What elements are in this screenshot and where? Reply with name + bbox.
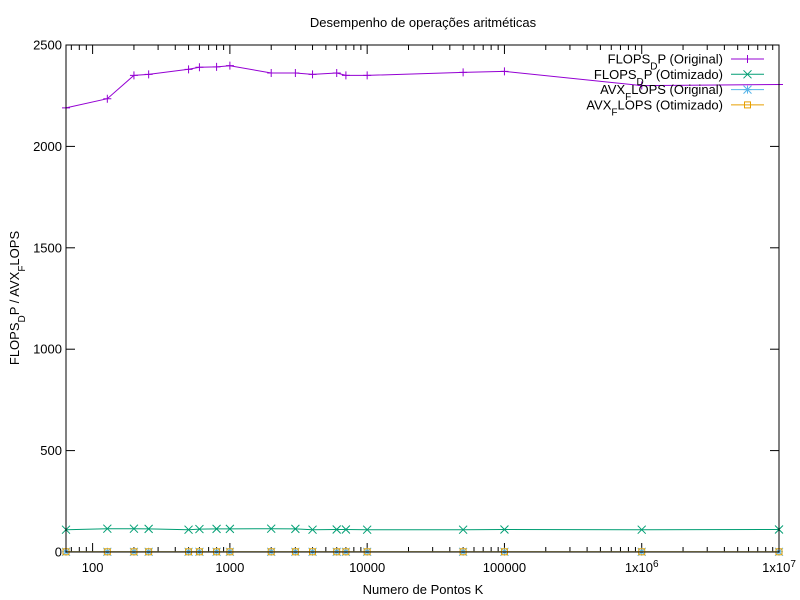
chart-title: Desempenho de operações aritméticas <box>310 15 537 30</box>
data-point-cross <box>743 69 752 79</box>
legend-label: AVXFLOPS (Original) <box>600 82 723 103</box>
series-layer <box>61 61 784 557</box>
data-point-plus <box>637 81 646 90</box>
data-point-cross <box>362 525 372 535</box>
data-point-plus <box>225 61 234 70</box>
data-point-plus <box>184 65 193 74</box>
data-point-cross <box>332 525 342 534</box>
x-axis-label: Numero de Pontos K <box>363 582 484 597</box>
data-point-plus <box>500 67 509 76</box>
legend-item: FLOPSDP (Original) <box>608 52 764 73</box>
data-point-cross <box>341 525 351 534</box>
legend: FLOPSDP (Original)FLOPSDP (Otimizado)AVX… <box>586 52 764 118</box>
data-point-plus <box>363 71 372 80</box>
axis-ticks: 0 500 1000 1500 2000 2500 100 1000 10000 100000 1x… <box>33 38 796 576</box>
data-point-star <box>743 85 752 94</box>
series-2 <box>61 524 784 535</box>
y-axis-label-text: FLOPSDP / AVXFLOPS <box>7 231 28 366</box>
data-point-cross <box>144 524 154 534</box>
legend-label: FLOPSDP (Otimizado) <box>594 67 723 88</box>
plot-frame <box>65 44 780 553</box>
data-point-plus <box>308 70 317 79</box>
data-point-plus <box>332 68 341 77</box>
legend-item: FLOPSDP (Otimizado) <box>594 67 764 88</box>
data-point-plus <box>459 68 468 77</box>
data-point-cross <box>458 525 468 535</box>
data-point-cross <box>308 525 317 535</box>
data-point-plus <box>291 68 300 77</box>
data-point-cross <box>266 524 276 534</box>
legend-item: AVXFLOPS (Otimizado) <box>586 97 764 118</box>
x-tick-label: 100 <box>82 560 104 575</box>
data-point-plus <box>195 63 204 72</box>
data-point-plus <box>129 71 138 80</box>
x-tick-label: 1x106 <box>625 559 659 576</box>
data-point-cross <box>500 525 509 534</box>
y-tick-label: 1000 <box>33 342 62 357</box>
legend-label: AVXFLOPS (Otimizado) <box>586 97 723 118</box>
data-point-plus <box>267 68 276 77</box>
x-tick-label: 1x107 <box>762 559 796 576</box>
series-1 <box>62 61 783 112</box>
data-point-cross <box>225 524 235 534</box>
data-point-plus <box>103 94 112 103</box>
data-point-plus <box>212 62 221 71</box>
data-point-plus <box>341 71 350 80</box>
x-tick-label: 10000 <box>349 560 385 575</box>
data-point-cross <box>102 524 112 534</box>
y-tick-label: 500 <box>40 443 62 458</box>
y-tick-label: 2500 <box>33 38 62 53</box>
y-tick-label: 1500 <box>33 240 62 255</box>
data-point-cross <box>184 525 193 535</box>
y-tick-label: 0 <box>55 545 62 560</box>
legend-item: AVXFLOPS (Original) <box>600 82 764 103</box>
x-tick-label: 1000 <box>215 560 244 575</box>
y-axis-label: FLOPSDP / AVXFLOPS <box>7 231 28 366</box>
data-point-square <box>744 101 751 109</box>
data-point-cross <box>212 524 221 534</box>
data-point-cross <box>195 524 204 534</box>
data-point-plus <box>743 55 752 63</box>
data-point-cross <box>129 524 139 534</box>
y-tick-label: 2000 <box>33 139 62 154</box>
x-tick-label: 100000 <box>483 560 526 575</box>
series-line <box>65 528 780 531</box>
data-point-plus <box>144 70 153 79</box>
data-point-cross <box>291 524 300 534</box>
data-point-cross <box>637 525 647 535</box>
legend-label: FLOPSDP (Original) <box>608 52 723 73</box>
